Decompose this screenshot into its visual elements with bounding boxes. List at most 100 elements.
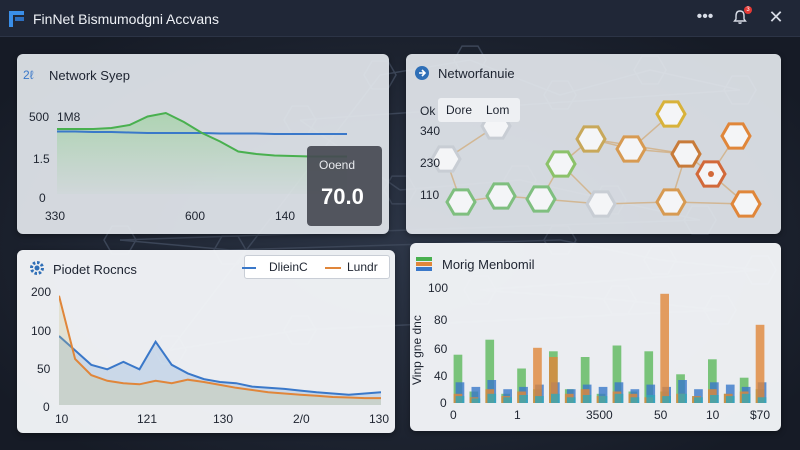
records-area — [59, 295, 381, 405]
members-bar — [455, 396, 465, 403]
legend-swatch-orange — [325, 267, 341, 269]
members-bar — [678, 380, 687, 403]
members-bar — [725, 396, 735, 403]
more-horizontal-icon: ••• — [696, 8, 714, 25]
members-bar — [455, 382, 465, 403]
x-tick: 130 — [369, 412, 390, 426]
members-bar — [678, 393, 687, 403]
product-records-title: Piodet Rocncs — [53, 262, 137, 277]
members-bar — [453, 354, 463, 403]
members-bar — [517, 368, 526, 403]
y-tick: 0 — [440, 396, 447, 410]
bell-icon — [733, 10, 747, 24]
members-bar — [708, 359, 717, 403]
x-tick: 330 — [45, 209, 66, 223]
members-bar — [566, 397, 576, 403]
y-tick: 1.5 — [33, 152, 50, 166]
network-map-panel: Networfanuie Ok Dore Lom 340 230 110 — [406, 54, 781, 234]
members-bar — [471, 398, 481, 403]
graph-node — [525, 185, 557, 213]
y-tick: 50 — [37, 362, 51, 376]
members-bar — [646, 395, 656, 403]
network-link — [119, 239, 231, 251]
gear-icon — [30, 261, 44, 275]
members-bar — [660, 293, 669, 403]
y-tick: 80 — [434, 313, 448, 327]
legend-ok: Ok — [420, 104, 436, 118]
network-speed-panel: 2ℓ Network Syep 500 1M8 1.5 0 330 600 14… — [17, 54, 389, 234]
members-bar — [630, 397, 640, 403]
members-bar — [519, 395, 528, 403]
app-title: FinNet Bismumodgni Accvans — [33, 11, 219, 27]
legend-series-1: DlieinC — [269, 260, 308, 274]
members-bar — [710, 395, 719, 403]
product-records-panel: Piodet Rocncs DlieinC Lundr 200 100 50 0… — [17, 250, 395, 433]
members-bar — [598, 396, 608, 403]
finnet-logo-icon — [9, 11, 24, 27]
y-tick: 60 — [434, 342, 448, 356]
members-bar — [471, 386, 481, 403]
product-records-chart — [59, 295, 381, 405]
members-bar — [612, 345, 622, 403]
x-tick: 600 — [185, 209, 206, 223]
members-bar — [549, 357, 558, 403]
records-series-line — [59, 335, 381, 396]
graph-node — [545, 150, 577, 178]
overlay-label: Ooend — [319, 158, 356, 172]
close-icon: ✕ — [768, 7, 784, 27]
speed-series-line — [57, 111, 347, 158]
y-tick: 100 — [428, 281, 449, 295]
graph-node — [655, 188, 687, 216]
y-tick: 230 — [420, 156, 441, 170]
members-bar — [614, 393, 624, 403]
graph-node — [575, 125, 607, 153]
members-bar — [741, 393, 751, 403]
network-map-title: Networfanuie — [438, 66, 515, 81]
legend-done: Dore — [446, 103, 473, 117]
network-speed-chart — [57, 111, 347, 194]
members-bar — [662, 396, 671, 403]
monthly-members-title: Morig Menbomil — [442, 257, 535, 272]
x-tick: 2/0 — [293, 412, 310, 426]
close-button[interactable]: ✕ — [764, 6, 788, 28]
x-tick: 140 — [275, 209, 296, 223]
members-bar — [535, 396, 544, 403]
notifications-button[interactable]: 3 — [728, 6, 752, 28]
monthly-members-panel: Morig Menbomil Vinp gne dnc 100 80 60 40… — [410, 243, 781, 431]
bar-chart-icon — [416, 257, 432, 271]
graph-node-highlight — [708, 171, 714, 177]
network-graph — [430, 100, 762, 218]
graph-node — [445, 188, 477, 216]
graph-node — [720, 122, 752, 150]
members-bar — [551, 393, 560, 403]
y-tick: 200 — [31, 285, 52, 299]
x-tick: 10 — [55, 412, 69, 426]
members-bar — [755, 324, 765, 403]
members-bar — [533, 347, 542, 403]
x-tick: 3500 — [586, 408, 613, 422]
network-speed-icon: 2ℓ — [23, 68, 34, 82]
graph-node — [655, 100, 687, 128]
graph-node — [485, 182, 517, 210]
members-bar — [582, 395, 592, 403]
graph-node — [585, 190, 617, 218]
notification-badge: 3 — [744, 6, 752, 14]
network-map-icon — [415, 66, 429, 80]
speed-area — [57, 113, 347, 194]
legend-series-2: Lundr — [347, 260, 378, 274]
y-tick: 40 — [434, 369, 448, 383]
records-series-line — [59, 295, 381, 400]
x-tick: $70 — [750, 408, 771, 422]
monthly-members-chart — [453, 293, 767, 403]
legend-swatch-blue — [242, 267, 256, 269]
records-area — [59, 336, 381, 405]
x-tick: 50 — [654, 408, 668, 422]
graph-node — [430, 145, 462, 173]
more-options-button[interactable]: ••• — [693, 6, 717, 28]
y-tick: 500 — [29, 110, 50, 124]
y-tick: 110 — [420, 188, 440, 202]
legend-lom: Lom — [486, 103, 510, 117]
graph-node — [615, 135, 647, 163]
legend-box: Dore Lom — [438, 98, 520, 122]
y-tick: 0 — [43, 400, 50, 414]
